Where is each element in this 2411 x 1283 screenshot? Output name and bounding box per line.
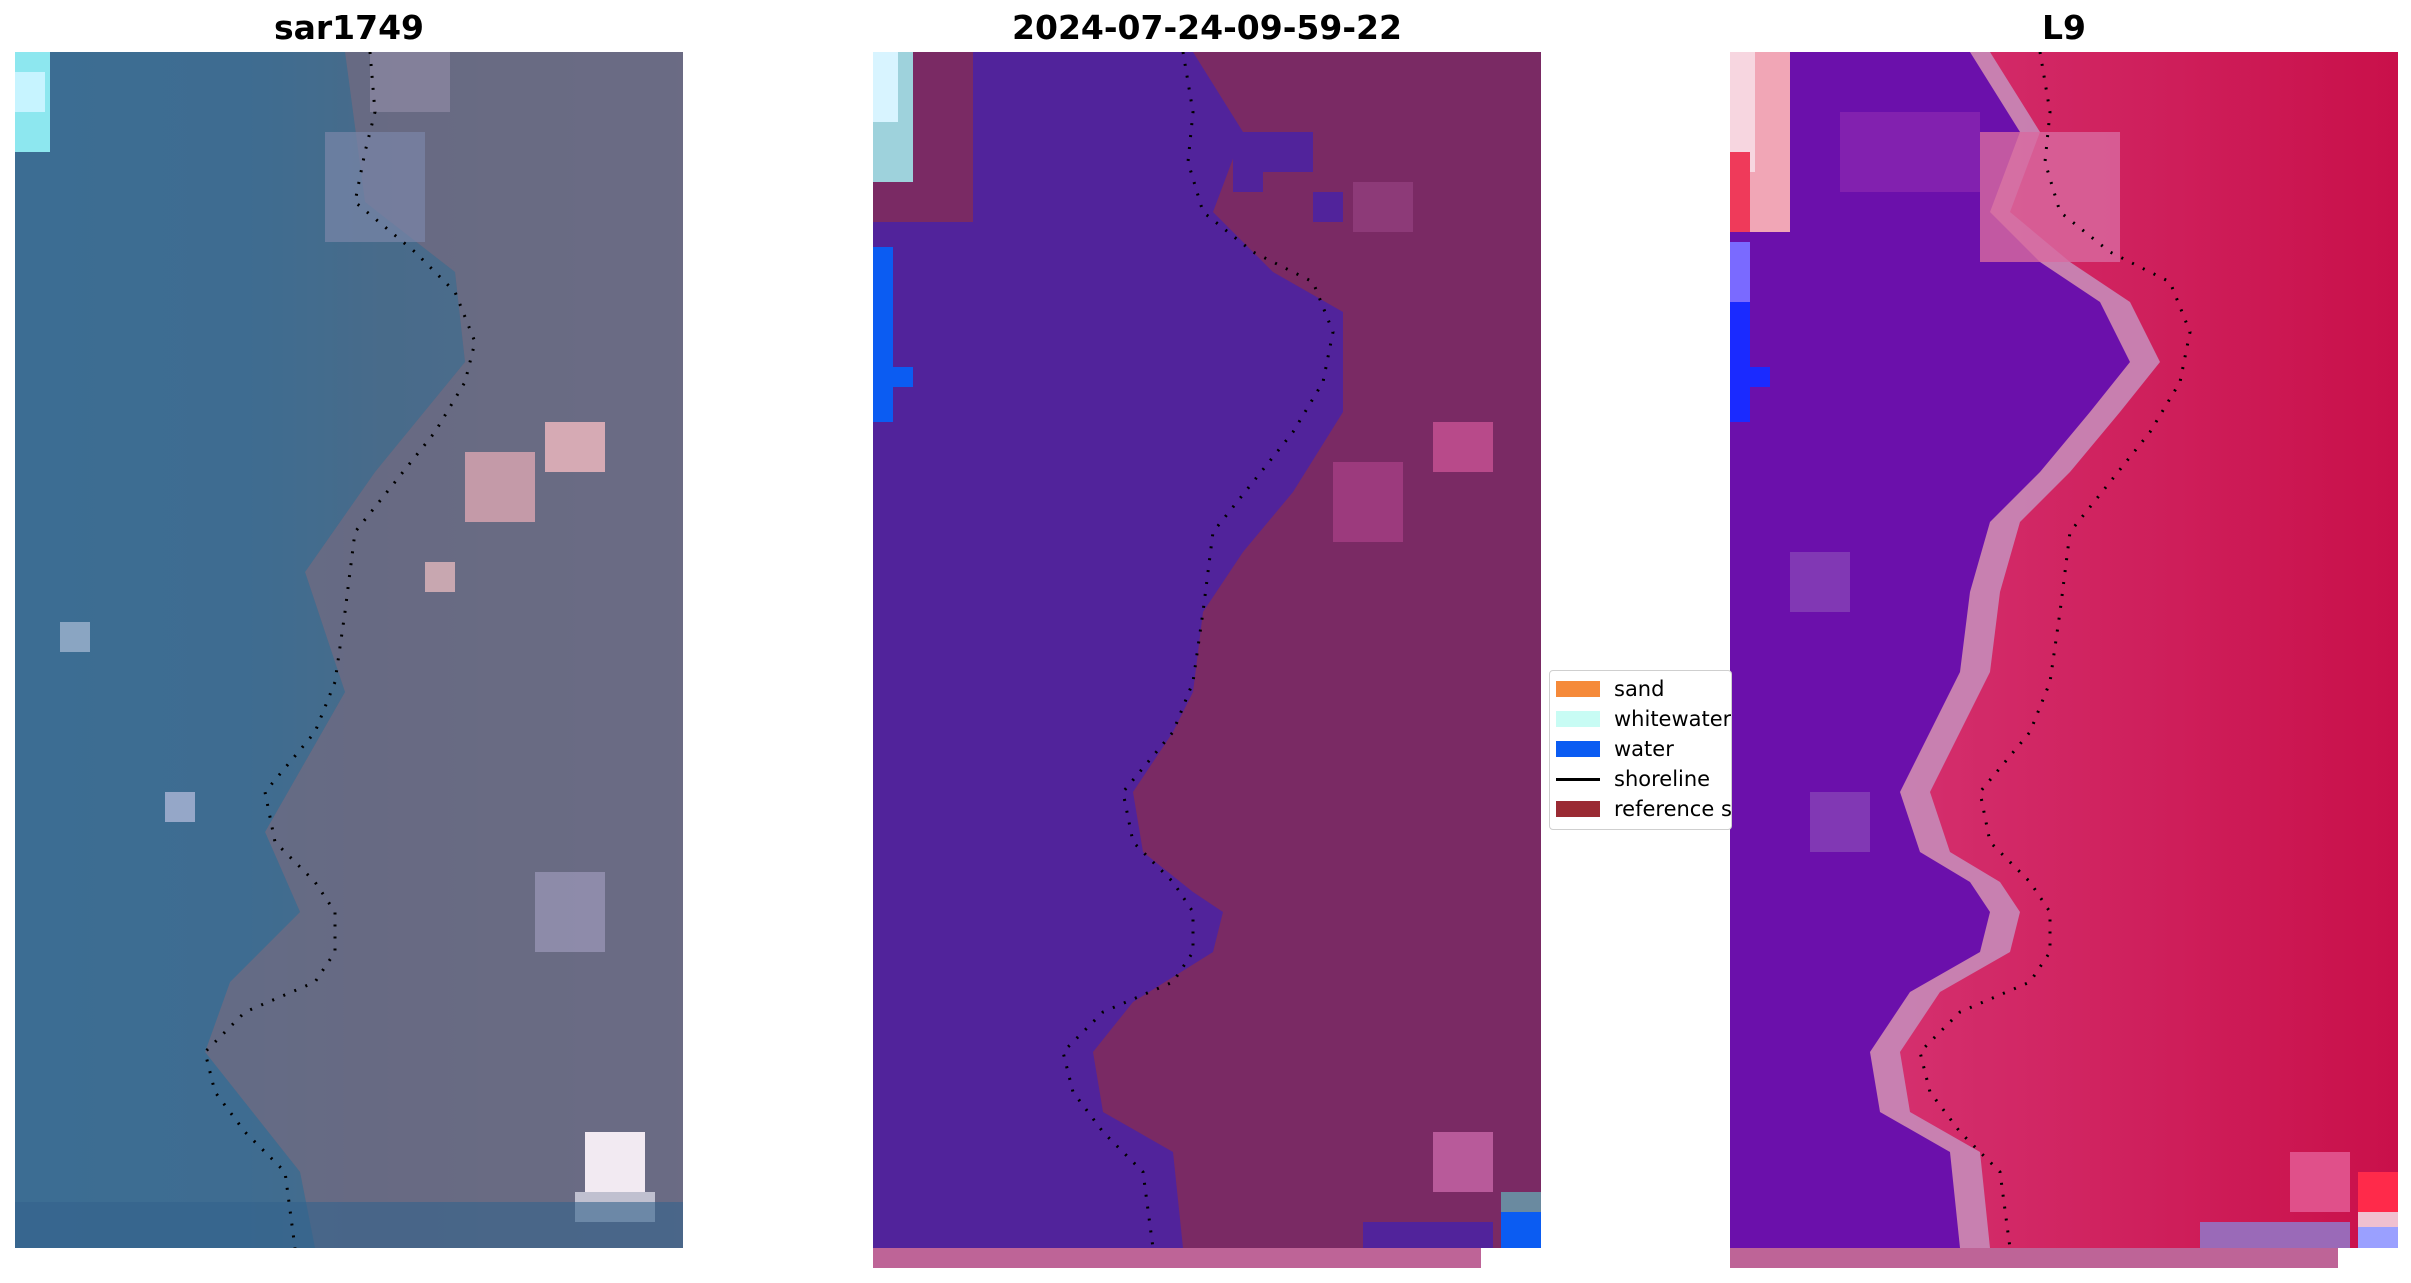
legend-swatch-whitewater [1556,711,1600,727]
legend-label-shoreline: shoreline [1614,767,1711,791]
panel-title-2: 2024-07-24-09-59-22 [1012,8,1402,47]
legend-item-shoreline: shoreline [1556,767,1710,791]
bottom-bar-classified [873,1248,1481,1268]
legend-line-shoreline [1556,777,1600,781]
panel-title-3: L9 [2042,8,2086,47]
panel-title-1: sar1749 [273,8,425,47]
legend-label-sand: sand [1614,677,1665,701]
legend-item-reference-shoreline: reference shoreline [1556,797,1732,821]
classified-image [873,52,1541,1248]
legend-label-water: water [1614,737,1674,761]
satellite-rgb-image [15,52,683,1248]
legend: sand whitewater water shoreline referenc… [1549,670,1732,830]
false-color-image [1730,52,2398,1248]
legend-item-water: water [1556,737,1674,761]
legend-label-whitewater: whitewater [1614,707,1732,731]
bottom-bar-false-color [1730,1248,2338,1268]
legend-item-whitewater: whitewater [1556,707,1731,731]
legend-label-reference-shoreline: reference shoreline [1614,797,1732,821]
legend-swatch-water [1556,741,1600,757]
legend-swatch-reference-shoreline [1556,801,1600,817]
legend-item-sand: sand [1556,677,1664,701]
legend-swatch-sand [1556,681,1600,697]
